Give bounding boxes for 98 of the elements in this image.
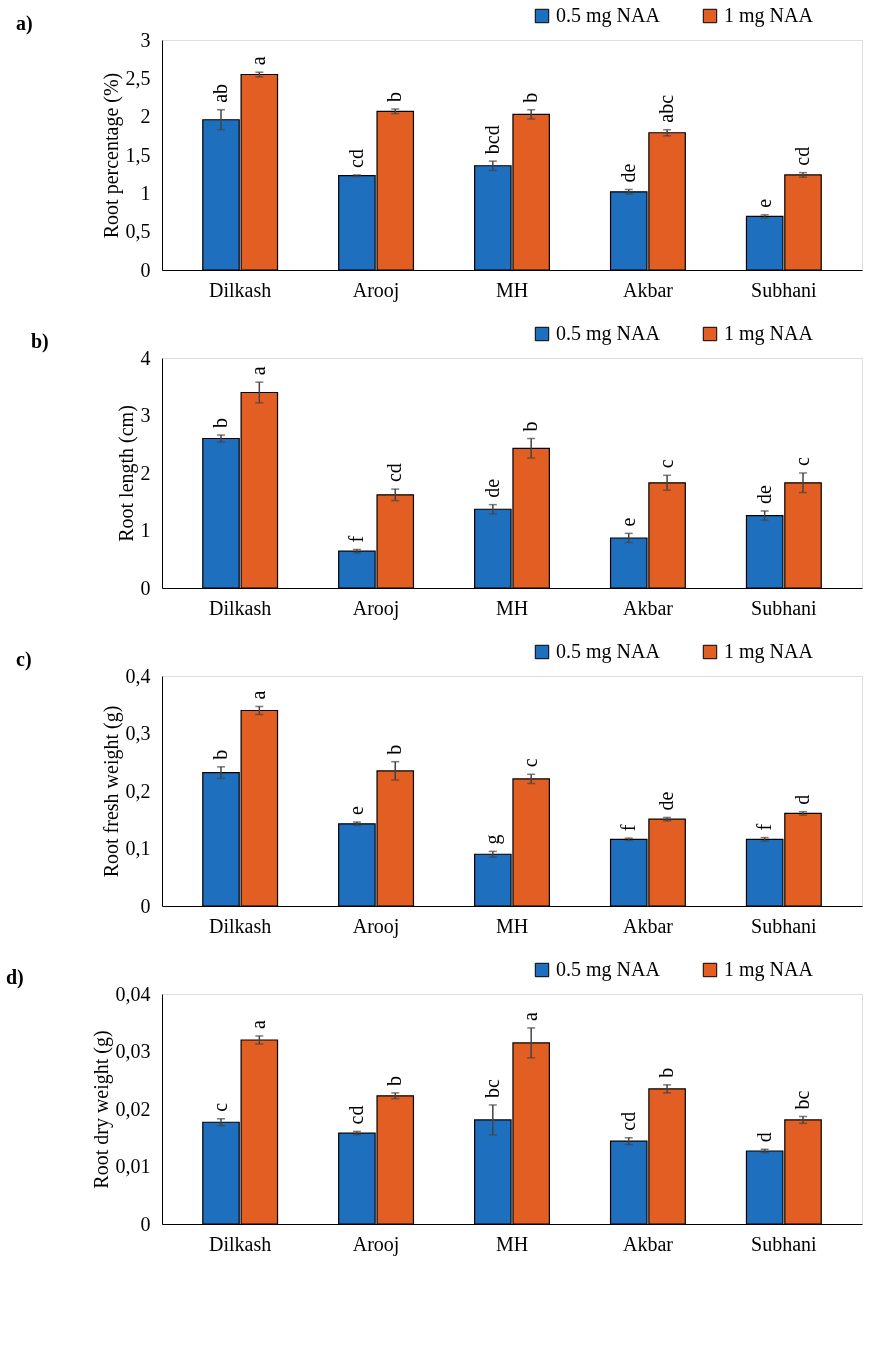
data-label: f: [616, 824, 639, 832]
data-label: b: [383, 1075, 406, 1086]
data-label: g: [480, 834, 504, 845]
x-tick-label: Dilkash: [209, 1232, 272, 1255]
x-tick-label: Akbar: [622, 1232, 674, 1255]
data-label: a: [247, 690, 270, 700]
data-label: a: [247, 366, 270, 376]
y-tick-label: 0,03: [115, 1040, 151, 1062]
data-label: abc: [655, 94, 678, 123]
x-tick-label: MH: [495, 1232, 529, 1255]
y-tick-label: 0,5: [125, 220, 151, 243]
y-tick-label: 0: [140, 576, 151, 599]
chart-title: c): [16, 648, 32, 671]
x-tick-label: Dilkash: [209, 914, 272, 937]
x-tick-label: Arooj: [352, 1232, 400, 1256]
x-tick-label: MH: [495, 596, 529, 619]
data-label: a: [247, 56, 270, 66]
legend-label: 1 mg NAA: [724, 4, 814, 27]
data-label: de: [752, 484, 775, 504]
data-label: cd: [383, 463, 406, 483]
x-tick-label: MH: [495, 278, 529, 301]
legend-label: 0.5 mg NAA: [556, 322, 661, 345]
data-label: e: [344, 806, 367, 816]
data-label: d: [791, 794, 814, 805]
x-tick-label: Subhani: [751, 1232, 818, 1255]
y-tick-label: 2: [140, 105, 151, 128]
y-tick-label: 1: [140, 519, 151, 541]
y-tick-label: 3: [140, 28, 151, 51]
data-label: c: [791, 457, 814, 466]
data-label: b: [383, 92, 406, 102]
data-label: bc: [791, 1090, 814, 1110]
x-tick-label: Arooj: [352, 278, 400, 302]
x-tick-label: Akbar: [622, 596, 674, 619]
y-axis-title: Root fresh weight (g): [99, 705, 123, 878]
data-label: de: [480, 478, 503, 498]
data-label: f: [344, 535, 367, 543]
y-axis-title: Root percentage (%): [99, 72, 123, 239]
legend-label: 0.5 mg NAA: [556, 4, 661, 27]
y-tick-label: 1: [140, 181, 151, 204]
data-label: b: [655, 1067, 678, 1078]
y-tick-label: 0,01: [115, 1155, 151, 1177]
legend-label: 1 mg NAA: [724, 640, 814, 663]
data-label: cd: [344, 1105, 367, 1125]
data-label: bcd: [480, 125, 503, 155]
y-tick-label: 0: [140, 258, 151, 281]
y-tick-label: 0,02: [115, 1097, 151, 1120]
y-tick-label: 0: [140, 1212, 151, 1235]
chart-title: a): [16, 12, 33, 35]
chart-title: d): [6, 966, 24, 989]
legend-label: 1 mg NAA: [724, 958, 814, 981]
y-axis-title: Root dry weight (g): [89, 1030, 113, 1189]
data-label: cd: [616, 1111, 639, 1131]
data-label: b: [519, 421, 542, 432]
data-label: e: [616, 517, 639, 527]
data-label: de: [655, 791, 678, 811]
x-tick-label: Arooj: [352, 914, 400, 938]
y-tick-label: 4: [140, 346, 151, 369]
y-tick-label: 0,3: [125, 722, 151, 744]
y-axis-title: Root length (cm): [114, 405, 138, 542]
data-label: cd: [344, 149, 367, 168]
x-tick-label: Arooj: [352, 596, 400, 620]
x-tick-label: MH: [495, 914, 529, 937]
data-label: c: [655, 459, 678, 469]
data-label: b: [383, 744, 406, 755]
y-tick-label: 0,2: [125, 779, 151, 802]
data-label: ab: [208, 83, 231, 103]
x-tick-label: Akbar: [622, 914, 674, 937]
legend-label: 0.5 mg NAA: [556, 958, 661, 981]
x-tick-label: Dilkash: [209, 596, 272, 619]
data-label: b: [208, 749, 231, 760]
data-label: a: [519, 1011, 542, 1021]
data-label: b: [208, 418, 231, 429]
data-label: e: [752, 198, 775, 208]
x-tick-label: Subhani: [751, 914, 818, 937]
chart-title: b): [31, 330, 49, 353]
data-label: cd: [791, 146, 814, 166]
data-label: de: [616, 163, 639, 183]
data-label: d: [752, 1132, 775, 1143]
y-tick-label: 0,04: [115, 982, 151, 1005]
y-tick-label: 0: [140, 894, 151, 917]
data-label: a: [247, 1019, 270, 1029]
y-tick-label: 1,5: [125, 143, 151, 166]
x-tick-label: Subhani: [751, 596, 818, 619]
legend-label: 1 mg NAA: [724, 322, 814, 345]
y-tick-label: 0,1: [125, 837, 151, 859]
y-tick-label: 3: [140, 404, 151, 426]
data-label: bc: [480, 1078, 503, 1098]
data-label: c: [519, 758, 542, 768]
legend-label: 0.5 mg NAA: [556, 640, 661, 663]
x-tick-label: Dilkash: [209, 278, 272, 301]
x-tick-label: Akbar: [622, 278, 674, 301]
y-tick-label: 0,4: [125, 664, 151, 687]
y-tick-label: 2: [140, 461, 151, 484]
data-label: c: [208, 1102, 231, 1112]
y-tick-label: 2,5: [125, 66, 151, 89]
data-label: b: [519, 92, 542, 103]
x-tick-label: Subhani: [751, 278, 818, 301]
data-label: f: [752, 823, 775, 831]
